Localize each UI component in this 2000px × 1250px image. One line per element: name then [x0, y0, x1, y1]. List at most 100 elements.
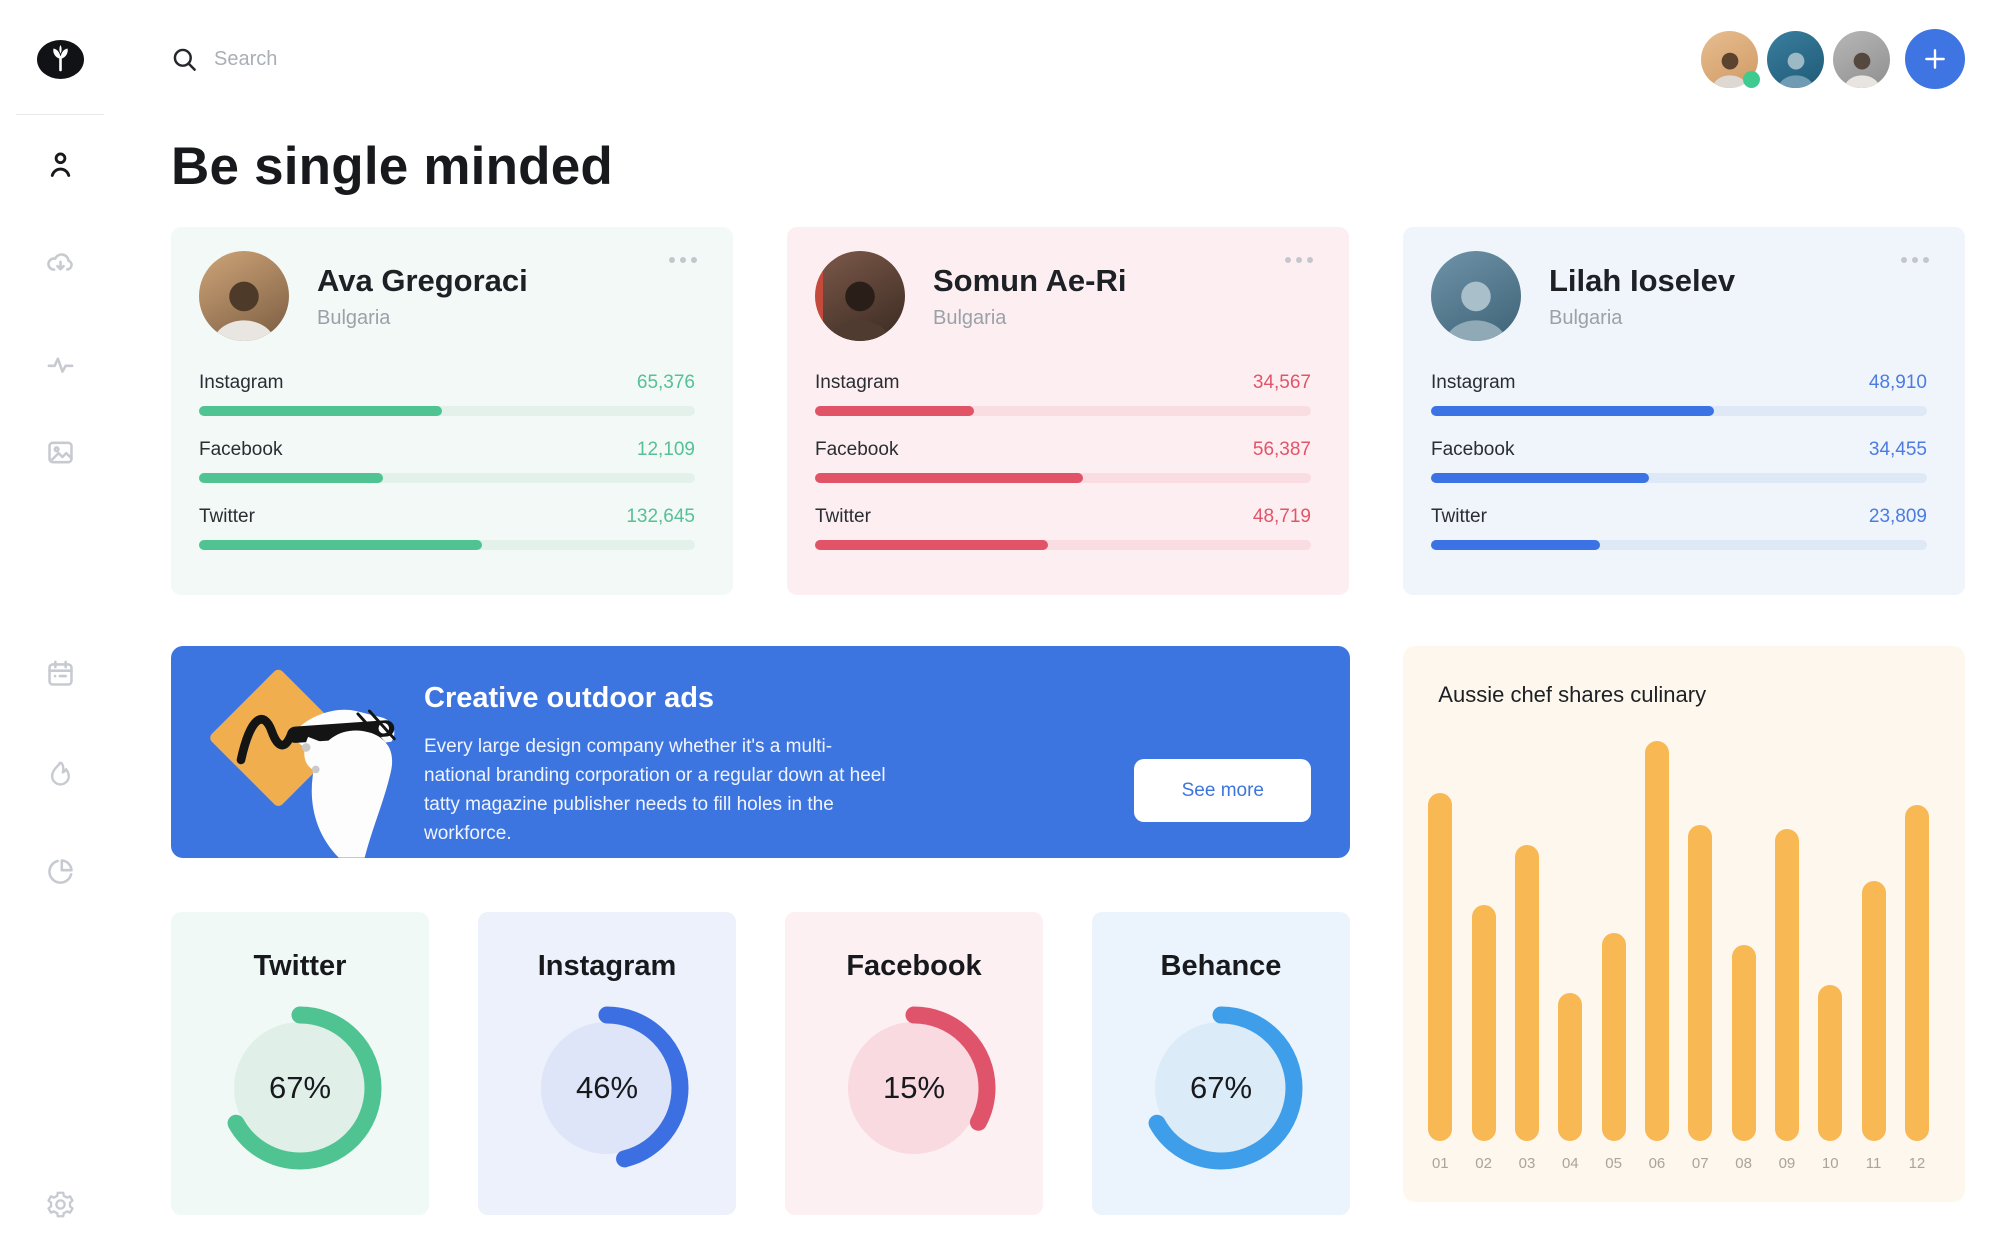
stat-row: Twitter 132,645	[199, 506, 695, 550]
gauge-percent: 67%	[268, 1070, 332, 1105]
stat-value: 12,109	[636, 439, 695, 460]
see-more-button[interactable]: See more	[1134, 759, 1312, 822]
profile-avatar	[1431, 251, 1521, 341]
gauge-title: Behance	[1160, 950, 1282, 982]
progress-track	[815, 540, 1311, 550]
bottom-section: Creative outdoor ads Every large design …	[171, 646, 1965, 1215]
sidebar-item-profile[interactable]	[42, 146, 78, 182]
gauge-card-instagram: Instagram 46%	[478, 912, 736, 1215]
stat-row: Instagram 65,376	[199, 372, 695, 416]
sidebar-nav	[0, 115, 120, 1222]
bar	[1471, 905, 1496, 1141]
progress-track	[199, 473, 695, 483]
bar	[1688, 825, 1713, 1141]
sidebar-item-activity[interactable]	[42, 346, 78, 382]
stat-value: 23,809	[1868, 506, 1927, 527]
gauge-title: Instagram	[537, 950, 677, 982]
bar	[1904, 805, 1929, 1141]
gear-icon	[46, 1191, 74, 1217]
stat-label: Instagram	[815, 372, 900, 393]
bar-chart-labels: 01 02 03 04 05 06 07 08 09 10 11 12	[1428, 1155, 1929, 1202]
card-menu-button[interactable]	[669, 257, 697, 263]
bar-chart-title: Aussie chef shares culinary	[1438, 682, 1707, 707]
gauge-percent: 15%	[882, 1070, 946, 1105]
sidebar-divider	[16, 114, 104, 115]
person-icon	[50, 151, 70, 177]
profile-avatar	[815, 251, 905, 341]
avatar-user-2[interactable]	[1767, 30, 1824, 88]
stat-row: Twitter 23,809	[1431, 506, 1927, 550]
progress-track	[1431, 406, 1927, 416]
banner-body: Every large design company whether it's …	[424, 736, 886, 844]
gauge-card-twitter: Twitter 67%	[171, 912, 429, 1215]
person-silhouette	[1445, 281, 1507, 341]
bar-label: 06	[1648, 1155, 1666, 1172]
person-silhouette	[829, 281, 891, 341]
image-icon	[47, 441, 73, 463]
stat-value: 48,910	[1868, 372, 1927, 393]
bar	[1428, 793, 1453, 1141]
add-button[interactable]	[1905, 29, 1965, 89]
sidebar-item-settings[interactable]	[42, 1186, 78, 1222]
gauge-title: Facebook	[846, 950, 982, 982]
stat-label: Facebook	[815, 439, 899, 460]
progress-track	[1431, 540, 1927, 550]
search-input[interactable]	[214, 47, 534, 71]
profile-country: Bulgaria	[317, 306, 391, 329]
bar	[1601, 933, 1626, 1141]
bar-chart-card: Aussie chef shares culinary 01 02 03 04 05 06…	[1403, 646, 1965, 1202]
person-silhouette	[213, 281, 275, 341]
progress-track	[1431, 473, 1927, 483]
profile-name: Ava Gregoraci	[317, 262, 528, 298]
cloud-download-icon	[46, 252, 73, 271]
card-menu-button[interactable]	[1901, 257, 1929, 263]
stat-value: 34,455	[1868, 439, 1927, 460]
online-status-dot	[1743, 70, 1760, 88]
bar-chart-bars	[1428, 741, 1929, 1141]
profile-name: Somun Ae-Ri	[933, 262, 1127, 298]
sidebar-item-trending[interactable]	[42, 755, 78, 791]
bar	[1644, 741, 1669, 1141]
flame-icon	[50, 761, 70, 785]
progress-track	[815, 406, 1311, 416]
sidebar-item-gallery[interactable]	[42, 434, 78, 470]
avatar-user-3[interactable]	[1833, 30, 1890, 88]
sidebar-item-analytics[interactable]	[42, 853, 78, 889]
gauge-cards: Twitter 67% Instagram	[171, 912, 1350, 1215]
stat-row: Instagram 48,910	[1431, 372, 1927, 416]
bar-label: 11	[1865, 1155, 1882, 1172]
stat-label: Facebook	[1431, 439, 1515, 460]
stat-value: 56,387	[1252, 439, 1311, 460]
profile-name: Lilah Ioselev	[1549, 262, 1736, 298]
search-icon	[173, 48, 196, 71]
promo-banner: Creative outdoor ads Every large design …	[171, 646, 1351, 858]
bar	[1818, 985, 1843, 1141]
progress-track	[815, 473, 1311, 483]
stat-row: Facebook 34,455	[1431, 439, 1927, 483]
stat-value: 34,567	[1252, 372, 1311, 393]
pie-chart-icon	[47, 858, 73, 884]
bar-label: 04	[1561, 1155, 1579, 1172]
gauge-title: Twitter	[253, 950, 347, 982]
card-menu-button[interactable]	[1285, 257, 1313, 263]
app-logo[interactable]	[36, 40, 84, 84]
sidebar-item-downloads[interactable]	[42, 244, 78, 280]
stat-value: 65,376	[636, 372, 695, 393]
stat-label: Twitter	[815, 506, 871, 527]
banner-title: Creative outdoor ads	[424, 682, 715, 714]
stat-row: Facebook 12,109	[199, 439, 695, 483]
bar-label: 01	[1431, 1155, 1449, 1172]
gauge-percent: 46%	[575, 1070, 639, 1105]
page-title: Be single minded	[171, 137, 614, 196]
sidebar	[0, 0, 120, 1250]
avatar-user-1[interactable]	[1701, 30, 1760, 88]
stat-label: Instagram	[199, 372, 284, 393]
stat-value: 48,719	[1252, 506, 1311, 527]
stat-row: Instagram 34,567	[815, 372, 1311, 416]
sidebar-item-calendar[interactable]	[42, 655, 78, 691]
profile-cards: Ava Gregoraci Bulgaria Instagram 65,376 …	[171, 227, 1965, 595]
profile-card-lilah: Lilah Ioselev Bulgaria Instagram 48,910 …	[1403, 227, 1965, 595]
stat-value: 132,645	[626, 506, 695, 527]
search-bar[interactable]	[171, 46, 534, 73]
stat-label: Instagram	[1431, 372, 1516, 393]
